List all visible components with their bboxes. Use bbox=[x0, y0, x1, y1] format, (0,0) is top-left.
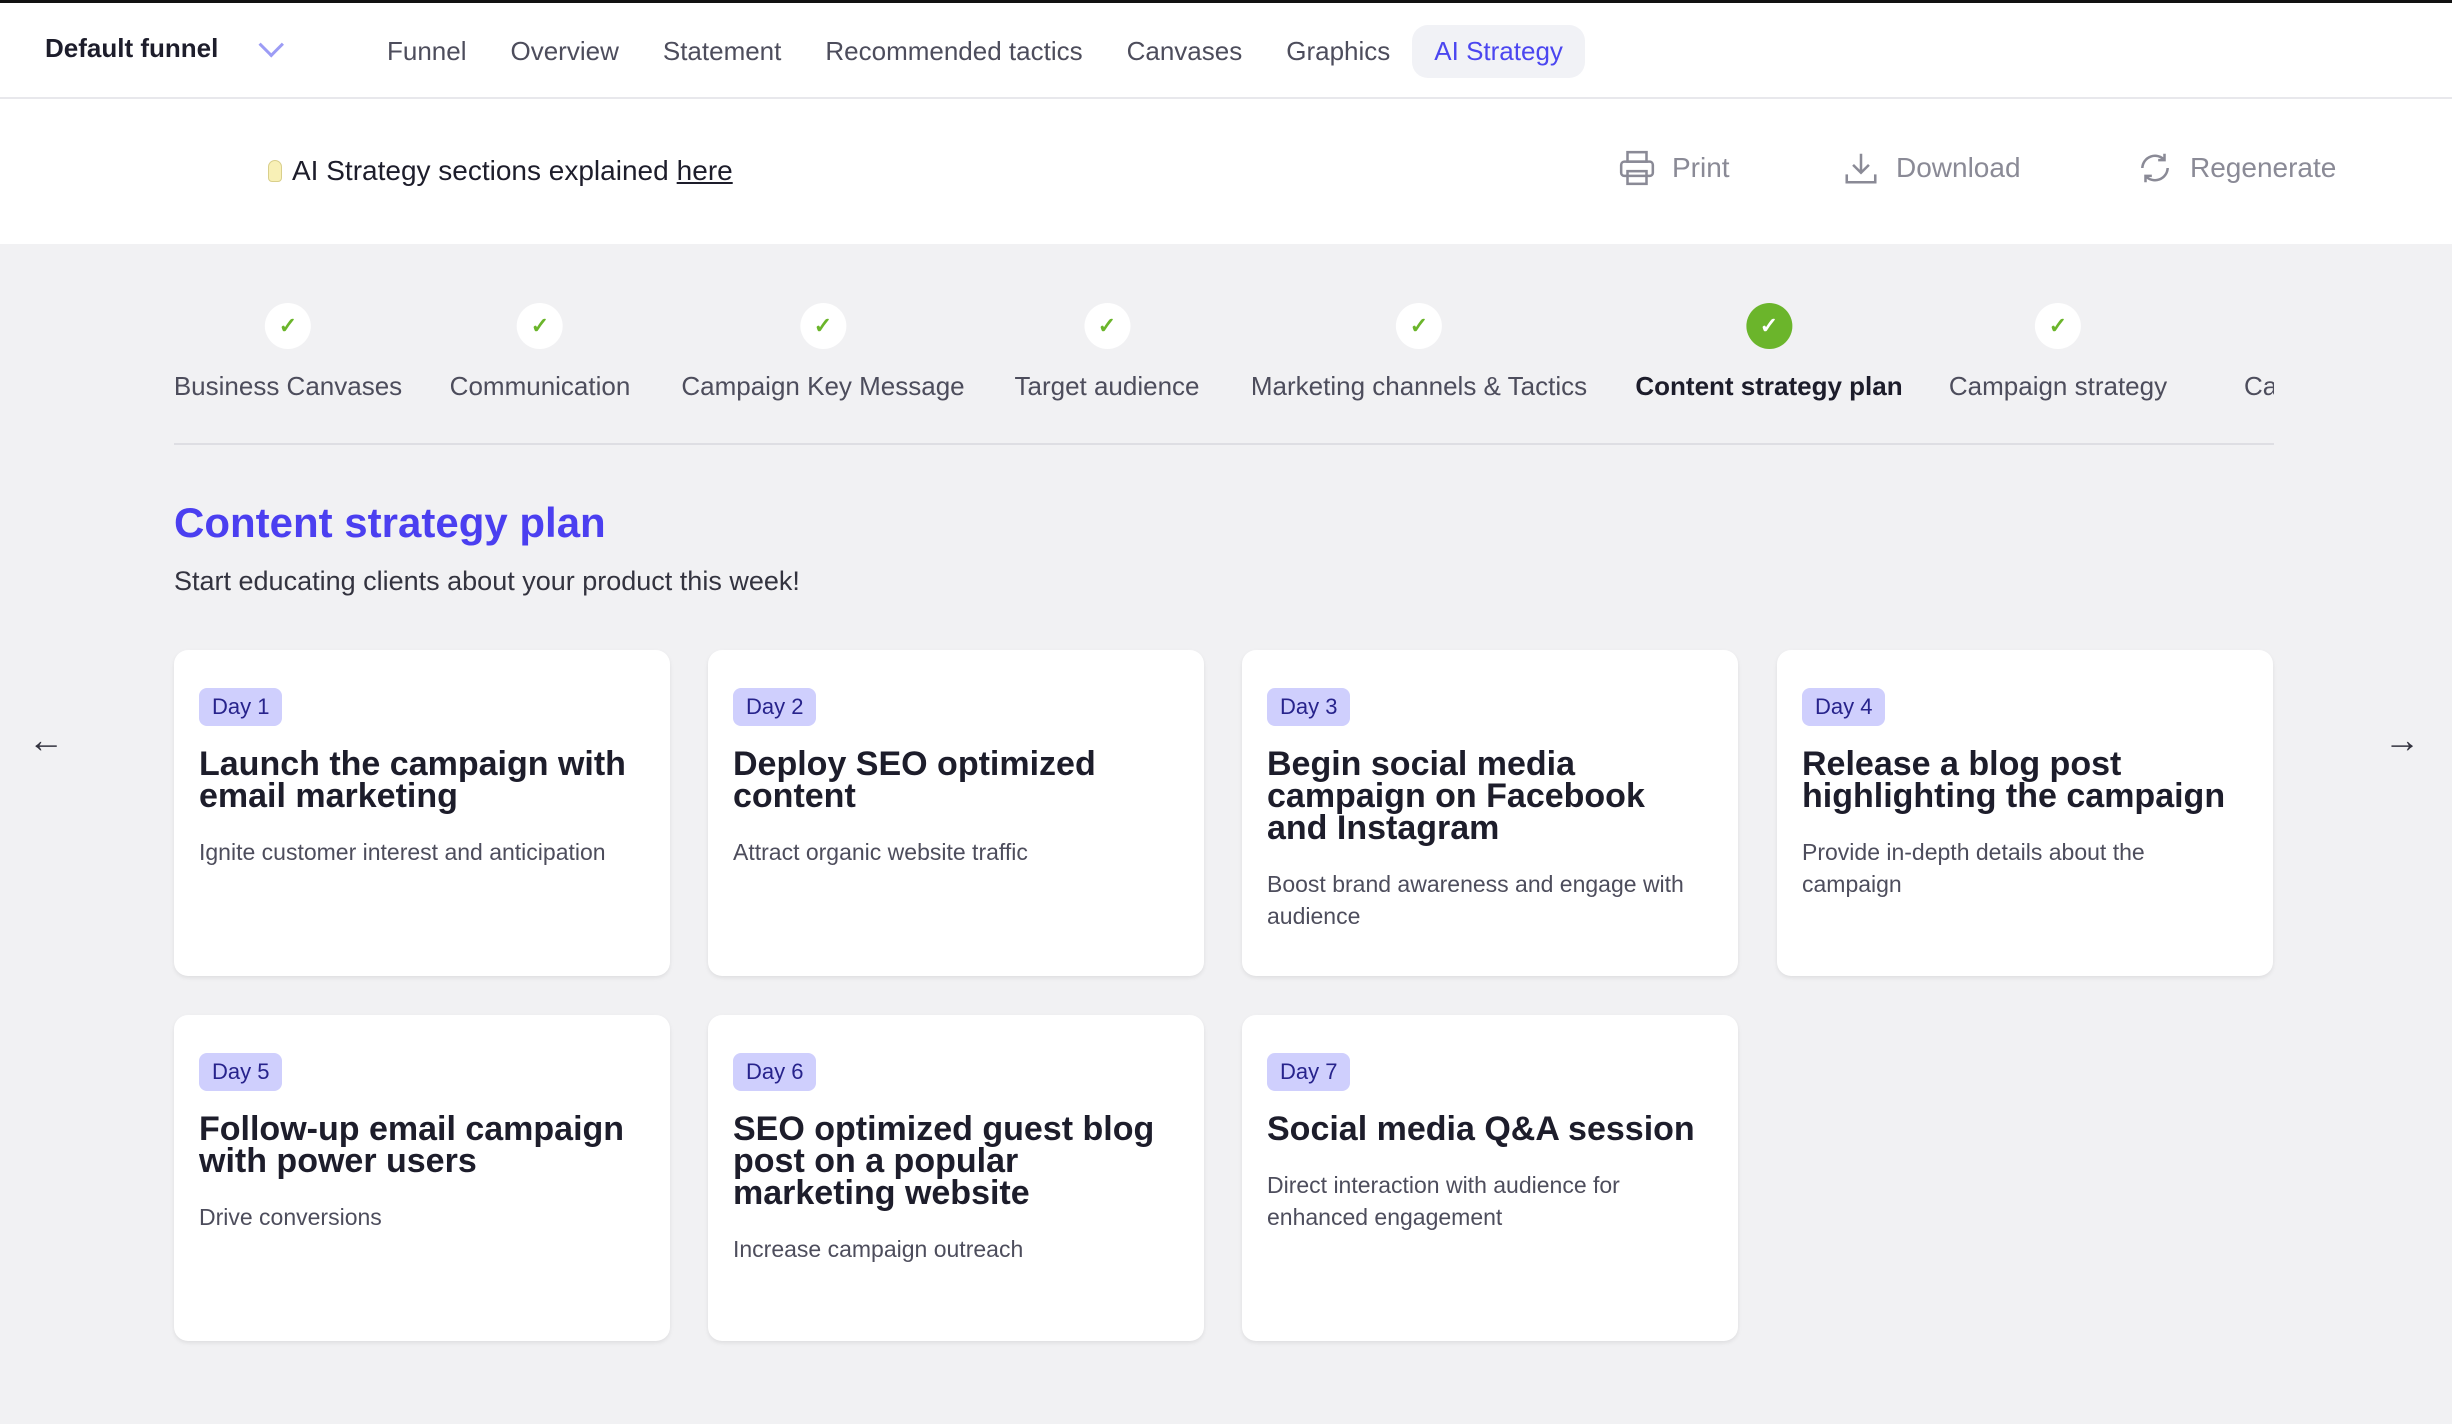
tab-funnel[interactable]: Funnel bbox=[387, 36, 467, 66]
step-item[interactable]: ✓ Marketing channels & Tactics bbox=[1251, 303, 1587, 402]
day-card[interactable]: Day 3 Begin social media campaign on Face… bbox=[1242, 650, 1738, 976]
step-label: Content strategy plan bbox=[1635, 371, 1903, 401]
step-label: Campaign strategy bbox=[1948, 371, 2168, 401]
card-title: Social media Q&A session bbox=[1267, 1110, 1695, 1148]
day-badge: Day 1 bbox=[199, 688, 283, 726]
tab-overview[interactable]: Overview bbox=[510, 36, 619, 66]
day-badge: Day 2 bbox=[733, 688, 817, 726]
download-label: Download bbox=[1896, 152, 2021, 183]
card-title: Follow-up email campaign with power user… bbox=[199, 1110, 625, 1180]
lightbulb-icon bbox=[268, 160, 282, 182]
day-card[interactable]: Day 5 Follow-up email campaign with power… bbox=[174, 1015, 670, 1341]
card-description: Provide in-depth details about the campa… bbox=[1802, 839, 2145, 897]
tab-statement[interactable]: Statement bbox=[662, 36, 782, 66]
strategy-steps: ✓ Business Canvases ✓ Communication ✓ Campaig… bbox=[174, 303, 2274, 445]
card-title: Launch the campaign with email marketing bbox=[199, 745, 626, 815]
check-icon: ✓ bbox=[265, 303, 311, 349]
tab-recommended-tactics[interactable]: Recommended tactics bbox=[825, 36, 1083, 66]
card-description: Increase campaign outreach bbox=[733, 1236, 1024, 1262]
card-description: Direct interaction with audience for enh… bbox=[1267, 1172, 1620, 1230]
card-title: Begin social media campaign on Facebook … bbox=[1267, 745, 1645, 847]
step-item[interactable]: ✓ Campaign Key Message bbox=[681, 303, 965, 402]
step-item[interactable]: ✓ Communication bbox=[449, 303, 631, 402]
top-nav: Default funnel Funnel Overview Statement Re… bbox=[0, 3, 2452, 99]
check-icon: ✓ bbox=[516, 303, 563, 349]
check-icon: ✓ bbox=[1084, 303, 1130, 349]
section-subtitle: Start educating clients about your produ… bbox=[174, 566, 800, 596]
step-item[interactable]: ✓ Campaign strategy bbox=[1949, 303, 2167, 402]
arrow-left-icon[interactable]: ← bbox=[28, 719, 64, 760]
check-icon: ✓ bbox=[799, 303, 846, 349]
day-card[interactable]: Day 1 Launch the campaign with email mark… bbox=[174, 650, 670, 976]
day-badge: Day 4 bbox=[1802, 688, 1886, 726]
check-icon: ✓ bbox=[2034, 303, 2081, 349]
refresh-icon bbox=[2141, 153, 2169, 183]
card-description: Boost brand awareness and engage with au… bbox=[1267, 871, 1684, 929]
info-text: AI Strategy sections explained here bbox=[268, 155, 733, 187]
check-icon: ✓ bbox=[1746, 303, 1792, 349]
card-description: Ignite customer interest and anticipatio… bbox=[199, 839, 606, 865]
day-card[interactable]: Day 7 Social media Q&A session Direct inte… bbox=[1242, 1015, 1738, 1341]
step-item[interactable]: ✓ Content strategy plan bbox=[1635, 303, 1903, 402]
day-badge: Day 6 bbox=[733, 1053, 817, 1091]
card-title: Deploy SEO optimized content bbox=[733, 745, 1096, 815]
info-label: AI Strategy sections explained bbox=[292, 155, 669, 186]
section-title: Content strategy plan bbox=[174, 499, 606, 546]
step-label: Communication bbox=[449, 371, 631, 401]
download-icon bbox=[1845, 153, 1877, 184]
print-label: Print bbox=[1672, 152, 1730, 183]
day-card[interactable]: Day 2 Deploy SEO optimized content Attract… bbox=[708, 650, 1204, 976]
card-title: SEO optimized guest blog post on a popul… bbox=[733, 1110, 1155, 1212]
day-card[interactable]: Day 4 Release a blog post highlighting th… bbox=[1777, 650, 2273, 976]
step-label: Marketing channels & Tactics bbox=[1250, 371, 1588, 401]
step-item[interactable]: ✓ Business Canvases bbox=[174, 303, 402, 402]
download-button[interactable]: Download bbox=[1842, 149, 2021, 187]
day-card[interactable]: Day 6 SEO optimized guest blog post on a … bbox=[708, 1015, 1204, 1341]
arrow-right-icon[interactable]: → bbox=[2384, 719, 2420, 760]
step-label: Business Canvases bbox=[174, 371, 403, 401]
day-badge: Day 7 bbox=[1267, 1053, 1351, 1091]
step-label: Cam bbox=[2244, 371, 2274, 401]
nav-tabs: Funnel Overview Statement Recommended tacti… bbox=[365, 25, 1585, 78]
printer-icon bbox=[1619, 150, 1655, 186]
funnel-selector[interactable]: Default funnel bbox=[45, 31, 285, 64]
day-badge: Day 3 bbox=[1267, 688, 1351, 726]
tab-graphics[interactable]: Graphics bbox=[1286, 36, 1391, 66]
step-item[interactable]: Cam bbox=[2244, 303, 2274, 402]
chevron-down-icon bbox=[258, 31, 285, 57]
step-label: Campaign Key Message bbox=[681, 371, 965, 401]
info-bar: AI Strategy sections explained here Print… bbox=[0, 99, 2452, 244]
step-label: Target audience bbox=[1014, 371, 1200, 401]
step-item[interactable]: ✓ Target audience bbox=[1014, 303, 1200, 402]
tab-canvases[interactable]: Canvases bbox=[1126, 36, 1243, 66]
funnel-name: Default funnel bbox=[45, 33, 219, 63]
check-icon: ✓ bbox=[1396, 303, 1442, 349]
tab-ai-strategy[interactable]: AI Strategy bbox=[1412, 25, 1585, 78]
card-description: Attract organic website traffic bbox=[733, 839, 1028, 865]
explained-here-link[interactable]: here bbox=[676, 155, 733, 186]
card-title: Release a blog post highlighting the cam… bbox=[1802, 745, 2226, 815]
day-badge: Day 5 bbox=[199, 1053, 283, 1091]
print-button[interactable]: Print bbox=[1618, 149, 1730, 187]
regenerate-label: Regenerate bbox=[2190, 152, 2337, 183]
card-description: Drive conversions bbox=[199, 1204, 382, 1230]
regenerate-button[interactable]: Regenerate bbox=[2136, 149, 2336, 187]
